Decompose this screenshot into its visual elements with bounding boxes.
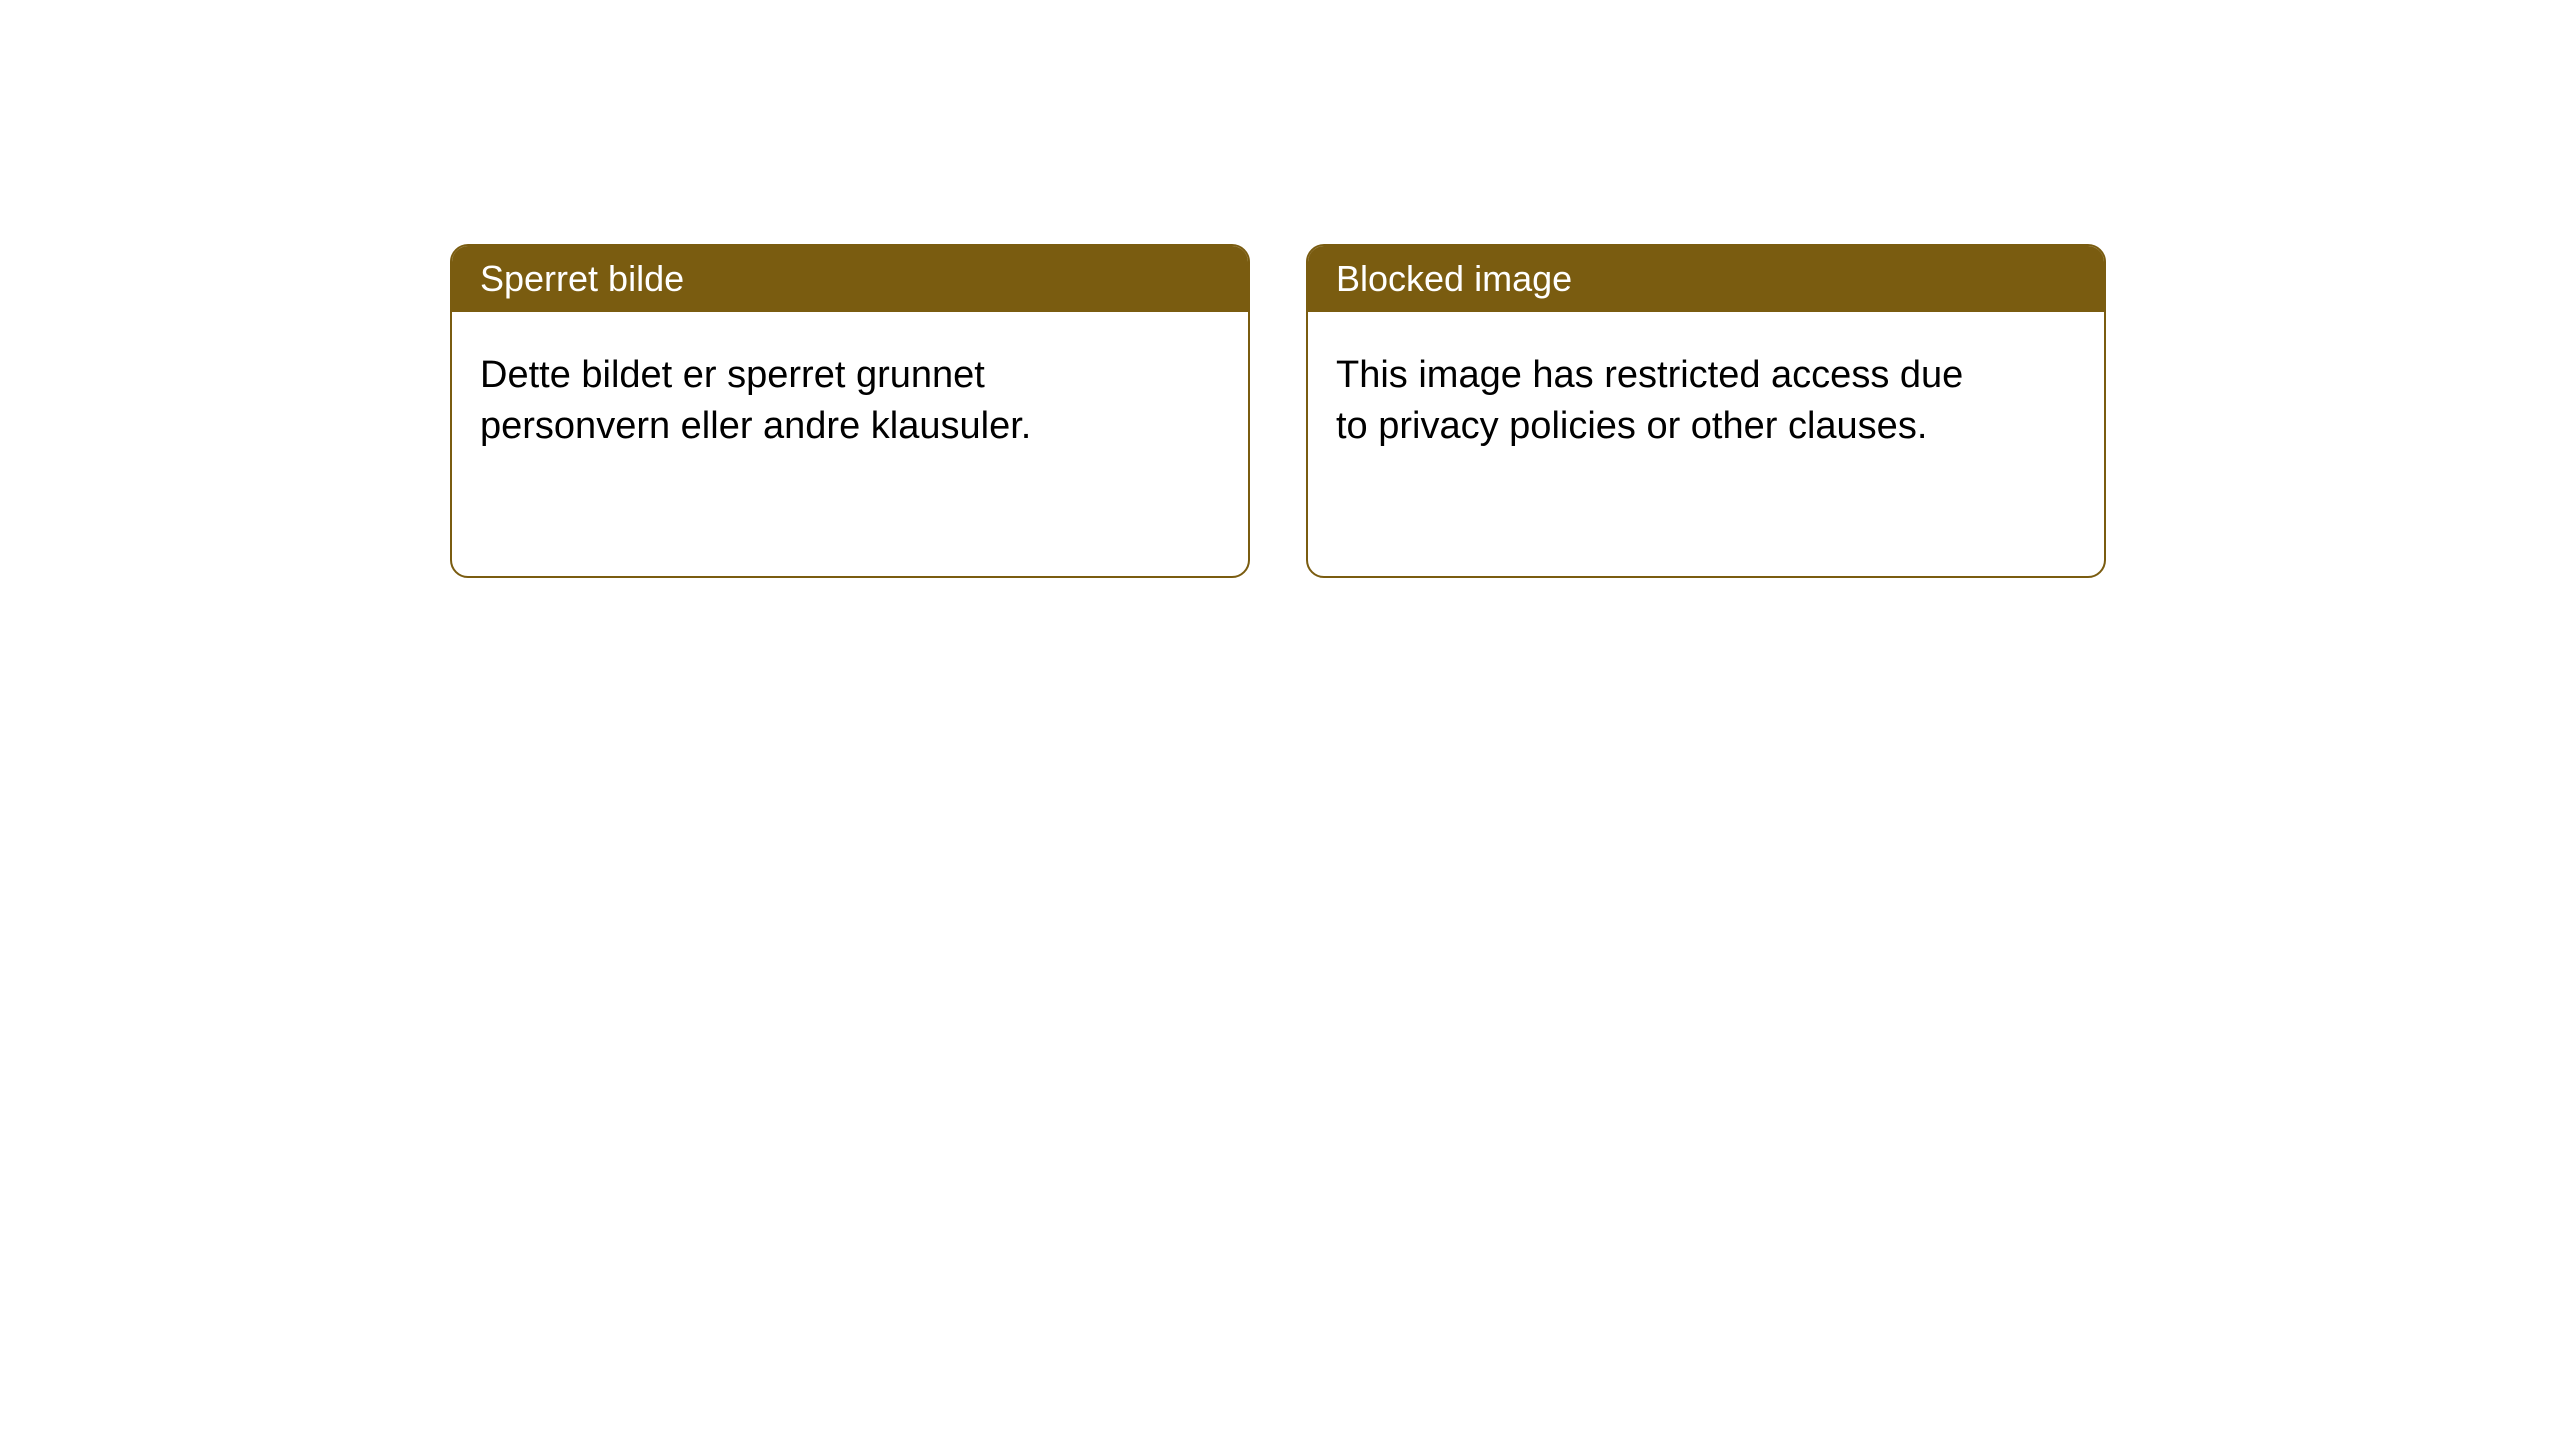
notice-card-norwegian: Sperret bilde Dette bildet er sperret gr…	[450, 244, 1250, 578]
notice-body-text: Dette bildet er sperret grunnet personve…	[480, 354, 1031, 447]
notice-card-english: Blocked image This image has restricted …	[1306, 244, 2106, 578]
notice-body-text: This image has restricted access due to …	[1336, 354, 1963, 447]
notice-title: Sperret bilde	[480, 258, 684, 299]
notice-header: Blocked image	[1308, 246, 2104, 312]
notice-body: This image has restricted access due to …	[1308, 312, 2008, 491]
notice-header: Sperret bilde	[452, 246, 1248, 312]
notice-container: Sperret bilde Dette bildet er sperret gr…	[0, 0, 2560, 578]
notice-body: Dette bildet er sperret grunnet personve…	[452, 312, 1152, 491]
notice-title: Blocked image	[1336, 258, 1572, 299]
